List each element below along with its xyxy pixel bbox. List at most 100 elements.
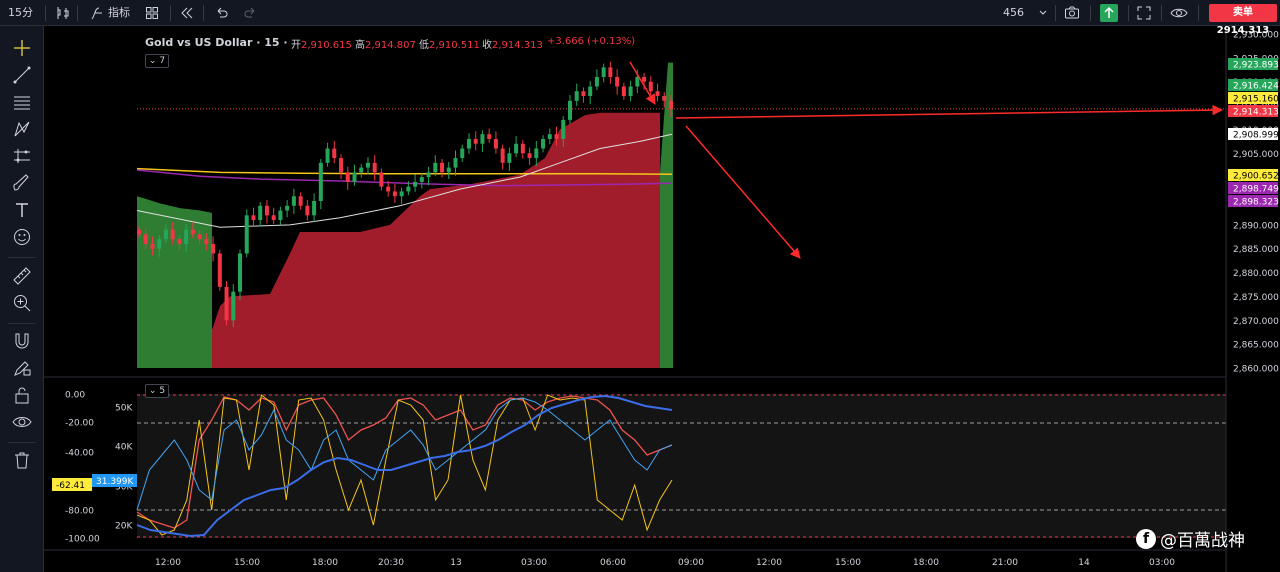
candle-body [305,205,310,216]
candle-type-icon[interactable] [55,6,69,20]
candle-body [150,243,155,249]
eye-icon[interactable] [1170,5,1188,21]
text-icon[interactable] [12,200,32,220]
candle-body [433,162,438,173]
candle-body [365,162,370,168]
symbol-title[interactable]: Gold vs US Dollar · 15 · [145,36,288,49]
horizontal-lines-icon[interactable] [12,92,32,112]
candle-body [244,215,249,254]
candle-body [554,134,559,139]
toolbar-divider [45,5,46,21]
time-tick-label: 14 [1078,558,1090,568]
brush-icon[interactable] [12,173,32,193]
osc-volume-tick: 50K [115,404,133,414]
candle-body [318,162,323,201]
low-value: 2,910.511 [429,40,480,51]
candle-body [500,148,505,163]
price-tick-label: 2,860.000 [1233,365,1279,375]
candle-body [379,172,384,187]
change-value: +3.666 (+0.13%) [547,36,636,47]
time-tick-label: 06:00 [600,558,626,568]
osc-volume-line [136,394,673,538]
candle-body [190,229,195,235]
fullscreen-icon[interactable] [1137,6,1151,20]
interval-selector[interactable]: 15分 [8,6,33,19]
osc-left-tick: -100.00 [65,535,100,545]
toolbar-divider [1198,5,1199,21]
ruler-icon[interactable] [12,266,32,286]
candle-body [534,148,539,159]
osc-left-tick: -40.00 [65,449,94,459]
undo-icon[interactable] [215,6,229,20]
candle-body [419,177,424,182]
candle-body [163,229,168,240]
crosshair-icon[interactable] [12,38,32,58]
chevron-down-icon[interactable] [1038,6,1048,20]
ohlc-low: 低2,910.511 [419,36,480,51]
time-tick-label: 03:00 [521,558,547,568]
candle-body [372,162,377,173]
candle-body [359,167,364,173]
candle-body [507,153,512,163]
time-tick-label: 21:00 [992,558,1018,568]
close-label: 收 [482,40,492,51]
eye-icon[interactable] [12,412,32,432]
time-tick-label: 15:00 [835,558,861,568]
candle-body [446,167,451,173]
price-pane [136,61,1226,368]
candle-body [594,76,599,87]
low-label: 低 [419,40,429,51]
price-label-text: 2,898.749 [1233,185,1279,195]
layout-grid-icon[interactable] [145,6,159,20]
candle-body [480,134,485,144]
publish-idea-button[interactable] [1100,4,1118,22]
candle-body [581,91,586,97]
pattern-icon[interactable] [12,119,32,139]
price-label-box [1228,58,1278,70]
price-tick-label: 2,865.000 [1233,341,1279,351]
price-label-text: 2,908.999 [1233,131,1279,141]
price-label-text: 2,915.160 [1233,95,1279,105]
candle-body [271,215,276,221]
replay-icon[interactable] [180,6,194,20]
candle-body [574,91,579,101]
sub-indicator-count: 5 [159,386,166,396]
price-tick-label: 2,885.000 [1233,245,1279,255]
magnet-icon[interactable] [12,331,32,351]
candle-body [238,253,243,292]
candle-body [561,119,566,139]
toolbar-divider [203,5,204,21]
channel-icon[interactable] [12,146,32,166]
redo-icon[interactable] [243,6,257,20]
emoji-icon[interactable] [12,227,32,247]
sub-indicators-toggle[interactable]: ⌄ 5 [145,384,169,398]
candle-body [231,291,236,321]
cloud-green-left [137,196,212,368]
candle-body [325,148,330,163]
main-indicators-toggle[interactable]: ⌄ 7 [145,54,169,68]
candle-body [143,234,148,244]
main-indicator-count: 7 [159,56,166,66]
axes: 2,930.0002,925.0002,920.0002,915.0002,91… [44,26,1280,572]
price-tick-label: 2,890.000 [1233,221,1279,231]
trash-icon[interactable] [12,450,32,470]
zoom-value[interactable]: 456 [1003,6,1024,19]
zoom-in-icon[interactable] [12,293,32,313]
indicators-icon[interactable] [90,6,104,20]
watermark-text: @百萬战神 [1160,531,1245,551]
indicators-button[interactable]: 指标 [108,6,130,19]
candle-body [662,96,667,101]
osc-left-label-box [52,478,92,491]
price-tick-label: 2,880.000 [1233,269,1279,279]
camera-icon[interactable] [1064,5,1080,21]
trend-line-icon[interactable] [12,65,32,85]
ohlc-high: 高2,914.807 [355,36,416,51]
lock-edit-icon[interactable] [12,358,32,378]
sell-button[interactable]: 卖单 2914.313 [1209,4,1277,36]
lock-icon[interactable] [12,385,32,405]
ma-yellow-line [136,167,673,176]
osc-left-label: -62.41 [56,481,85,491]
sell-price: 2914.313 [1216,25,1270,36]
